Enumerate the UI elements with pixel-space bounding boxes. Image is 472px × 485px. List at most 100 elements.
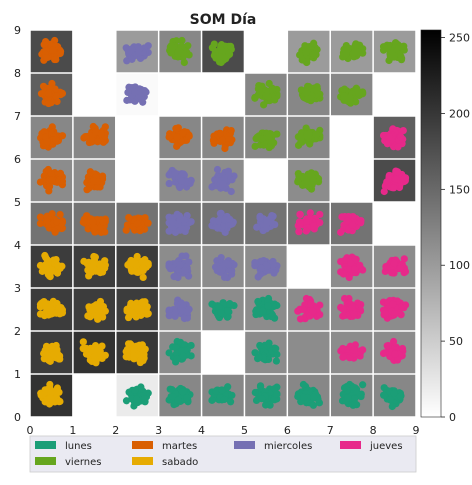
x-tick-label: 1 — [69, 424, 76, 437]
legend-item: miercoles — [234, 441, 312, 452]
cluster-point — [130, 302, 138, 310]
cluster-sabado — [40, 341, 64, 365]
cluster-point — [51, 85, 59, 93]
cluster-point — [58, 89, 67, 98]
cluster-point — [99, 303, 108, 311]
cluster-point — [264, 302, 272, 310]
cluster-jueves — [337, 294, 365, 321]
cluster-jueves — [294, 209, 324, 236]
cluster-point — [180, 51, 188, 60]
x-tick-label: 3 — [155, 424, 162, 437]
y-tick-label: 2 — [14, 325, 21, 338]
cluster-point — [227, 187, 235, 196]
cluster-point — [43, 138, 51, 146]
cluster-point — [185, 258, 193, 266]
cluster-point — [302, 88, 310, 97]
cluster-point — [270, 396, 279, 404]
cluster-point — [171, 169, 179, 177]
cluster-jueves — [381, 255, 410, 277]
cluster-martes — [36, 210, 67, 236]
cluster-point — [224, 260, 232, 268]
cluster-point — [357, 219, 365, 227]
cluster-miercoles — [251, 257, 281, 281]
legend-item: martes — [132, 441, 197, 452]
cluster-point — [42, 253, 50, 261]
cluster-point — [298, 181, 307, 189]
cluster-viernes — [339, 40, 367, 63]
cluster-point — [399, 135, 407, 143]
cluster-point — [346, 94, 354, 102]
x-tick-label: 8 — [370, 424, 377, 437]
cluster-viernes — [251, 79, 281, 109]
cluster-point — [135, 45, 143, 53]
cluster-point — [171, 309, 179, 317]
colorbar-tick-label: 150 — [449, 183, 470, 196]
cluster-point — [168, 43, 176, 52]
cluster-point — [261, 401, 270, 409]
y-tick-label: 1 — [14, 368, 21, 381]
cluster-point — [251, 142, 259, 150]
cluster-point — [380, 391, 388, 399]
cluster-miercoles — [211, 253, 238, 282]
cluster-point — [178, 36, 186, 45]
cluster-martes — [165, 124, 193, 150]
cluster-jueves — [337, 253, 367, 282]
cluster-point — [58, 132, 67, 140]
cluster-point — [226, 398, 235, 406]
cluster-point — [340, 294, 349, 303]
cluster-martes — [209, 126, 236, 153]
cluster-point — [258, 395, 266, 403]
cluster-point — [389, 337, 398, 346]
legend-swatch — [132, 457, 153, 465]
cluster-lunes — [338, 380, 367, 409]
cluster-point — [123, 221, 132, 229]
cluster-lunes — [252, 294, 281, 322]
cluster-point — [180, 58, 188, 67]
cluster-jueves — [337, 212, 365, 236]
legend-swatch — [35, 441, 56, 449]
cluster-point — [299, 380, 308, 389]
cluster-point — [169, 392, 177, 401]
cluster-lunes — [251, 382, 281, 409]
cluster-point — [251, 259, 259, 267]
cluster-point — [55, 355, 63, 363]
cluster-point — [295, 228, 303, 236]
cluster-point — [94, 138, 102, 146]
cluster-point — [40, 41, 48, 49]
cluster-viernes — [297, 82, 324, 105]
cluster-point — [218, 136, 226, 144]
cluster-point — [400, 255, 408, 263]
cluster-point — [224, 383, 232, 391]
cluster-point — [272, 345, 280, 353]
cluster-jueves — [379, 125, 407, 151]
cluster-point — [294, 170, 302, 178]
cluster-point — [36, 178, 45, 186]
cluster-point — [218, 386, 226, 394]
cluster-point — [84, 312, 92, 320]
cluster-point — [165, 133, 173, 141]
cluster-point — [43, 54, 51, 62]
cluster-viernes — [337, 84, 367, 107]
cluster-point — [346, 259, 355, 267]
cluster-point — [390, 389, 398, 397]
cluster-point — [399, 126, 407, 135]
cluster-point — [397, 303, 405, 312]
cluster-point — [396, 392, 405, 400]
cluster-point — [56, 397, 64, 406]
cluster-point — [310, 222, 318, 230]
cluster-lunes — [380, 384, 405, 411]
cluster-point — [385, 133, 393, 141]
cluster-point — [170, 273, 178, 281]
cluster-lunes — [208, 383, 236, 406]
cluster-point — [131, 386, 139, 394]
cluster-point — [95, 349, 104, 357]
cluster-point — [52, 218, 61, 226]
cluster-point — [389, 300, 397, 308]
cluster-sabado — [123, 298, 152, 322]
legend-label: lunes — [65, 441, 92, 452]
legend-item: viernes — [35, 457, 101, 468]
cluster-point — [299, 305, 307, 313]
cluster-point — [344, 217, 352, 225]
cluster-point — [87, 263, 95, 272]
cluster-point — [312, 130, 320, 138]
